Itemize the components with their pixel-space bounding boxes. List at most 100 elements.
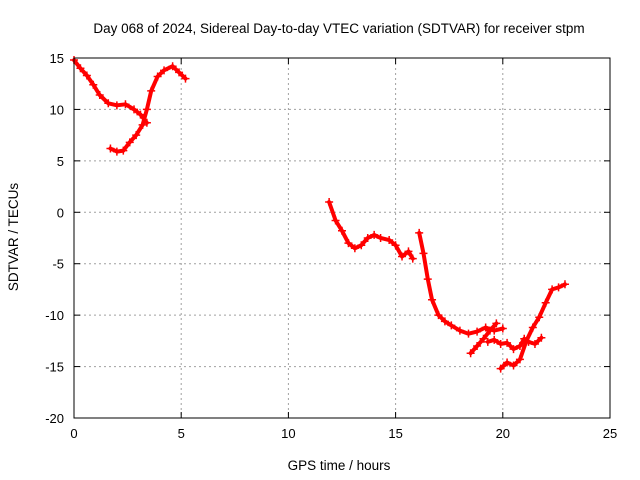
series-arc-7 <box>496 280 569 373</box>
data-point <box>112 147 121 156</box>
data-point <box>181 74 190 83</box>
x-tick-label: 5 <box>178 426 185 441</box>
data-point <box>522 336 531 345</box>
x-tick-label: 20 <box>496 426 510 441</box>
data-point <box>447 321 456 330</box>
data-points <box>70 56 569 373</box>
data-point <box>370 230 379 239</box>
data-point <box>473 327 482 336</box>
data-point <box>509 361 518 370</box>
data-point <box>479 334 488 343</box>
series-arc-4 <box>415 228 507 338</box>
series-arc-6 <box>483 333 546 354</box>
data-point <box>89 80 98 89</box>
data-point <box>130 105 139 114</box>
data-point <box>147 86 156 95</box>
data-point <box>498 324 507 333</box>
data-point <box>344 239 353 248</box>
data-point <box>492 319 501 328</box>
data-point <box>121 100 130 109</box>
data-point <box>350 244 359 253</box>
series-arc-1 <box>70 56 151 127</box>
data-point <box>440 317 449 326</box>
data-point <box>535 313 544 322</box>
data-point <box>168 62 177 71</box>
data-point <box>175 68 184 77</box>
y-tick-label: 5 <box>57 154 64 169</box>
data-point <box>515 355 524 364</box>
data-point <box>496 339 505 348</box>
data-point <box>485 326 494 335</box>
data-point <box>554 283 563 292</box>
chart-title: Day 068 of 2024, Sidereal Day-to-day VTE… <box>93 21 584 36</box>
data-point <box>138 120 147 129</box>
data-point <box>398 252 407 261</box>
data-point <box>363 234 372 242</box>
data-point <box>473 342 482 350</box>
data-point <box>560 280 569 289</box>
data-point <box>357 241 366 250</box>
series-trace <box>485 335 544 352</box>
data-point <box>548 285 557 294</box>
data-point <box>142 105 151 114</box>
data-point <box>466 349 475 358</box>
y-tick-label: -15 <box>45 360 64 375</box>
y-tick-label: -20 <box>45 411 64 426</box>
data-point <box>385 236 394 245</box>
x-tick-label: 25 <box>603 426 617 441</box>
data-point <box>376 234 385 242</box>
data-point <box>541 298 550 307</box>
data-point <box>419 249 428 258</box>
data-point <box>503 338 512 347</box>
data-point <box>509 345 518 354</box>
series-trace <box>72 58 149 125</box>
y-tick-label: 10 <box>50 102 64 117</box>
data-point <box>483 337 492 346</box>
data-point <box>423 275 432 284</box>
grid <box>74 58 610 418</box>
series-arc-3 <box>325 198 417 263</box>
data-point <box>331 216 340 225</box>
data-point <box>125 138 134 147</box>
series-arc-5 <box>466 319 501 358</box>
data-point <box>338 226 346 235</box>
data-point <box>112 101 121 110</box>
data-point <box>132 131 141 140</box>
data-point <box>119 146 128 155</box>
y-axis-label: SDTVAR / TECUs <box>6 183 21 292</box>
plot-frame <box>73 57 611 419</box>
data-point <box>481 323 490 332</box>
series-trace <box>417 230 505 336</box>
series-arc-2 <box>106 62 190 156</box>
data-point <box>136 110 145 119</box>
x-tick-label: 0 <box>70 426 77 441</box>
x-tick-label: 15 <box>388 426 402 441</box>
data-point <box>408 254 417 263</box>
y-tick-label: 15 <box>50 51 64 66</box>
data-point <box>434 311 443 320</box>
data-point <box>537 333 546 342</box>
data-point <box>496 364 505 373</box>
data-point <box>528 323 537 332</box>
data-point <box>503 358 512 367</box>
data-point <box>530 339 539 348</box>
data-point <box>428 295 437 304</box>
data-point <box>464 329 473 338</box>
x-tick-label: 10 <box>281 426 295 441</box>
series-trace <box>327 200 415 261</box>
data-point <box>391 241 400 250</box>
data-point <box>153 72 162 81</box>
data-point <box>82 71 91 80</box>
data-point <box>160 66 169 75</box>
data-point <box>104 99 113 108</box>
data-point <box>325 198 334 206</box>
y-tick-label: -10 <box>45 308 64 323</box>
data-point <box>106 144 115 153</box>
y-tick-label: 0 <box>57 205 64 220</box>
x-axis-label: GPS time / hours <box>288 458 391 473</box>
data-point <box>455 326 464 335</box>
data-point <box>95 91 104 100</box>
y-tick-label: -5 <box>52 257 64 272</box>
data-point <box>76 64 85 73</box>
